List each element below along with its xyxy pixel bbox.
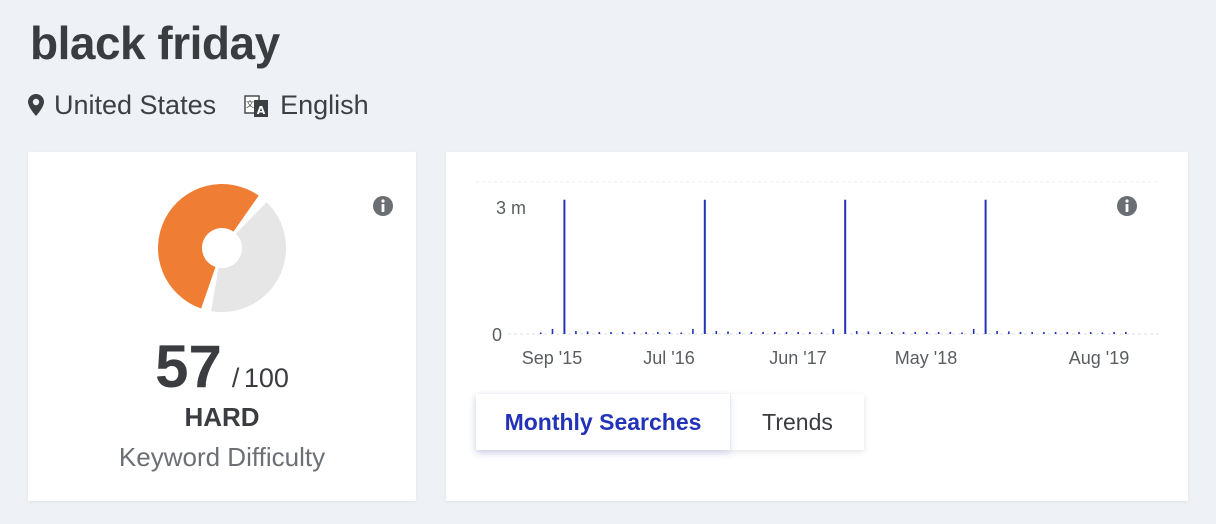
chart-bar[interactable]: [926, 331, 928, 334]
chart-bar[interactable]: [1089, 331, 1092, 334]
chart-bar[interactable]: [937, 331, 940, 334]
info-icon[interactable]: [372, 195, 394, 222]
location-indicator: United States: [28, 90, 216, 121]
x-tick-label: May '18: [895, 348, 957, 368]
chart-bar[interactable]: [586, 331, 589, 334]
location-text: United States: [54, 90, 217, 120]
chart-bar[interactable]: [621, 331, 624, 334]
chart-bar[interactable]: [1125, 331, 1127, 334]
keyword-title: black friday: [30, 17, 280, 69]
chart-bar[interactable]: [738, 331, 741, 334]
keyword-meta: United States A 文 English: [28, 90, 397, 121]
chart-bar[interactable]: [1031, 331, 1033, 334]
difficulty-donut-chart: [157, 184, 286, 312]
difficulty-level: HARD: [184, 402, 260, 432]
chart-bar[interactable]: [551, 328, 554, 334]
chart-tabs: Monthly Searches Trends: [476, 394, 864, 450]
chart-bar[interactable]: [668, 331, 671, 334]
chart-bar[interactable]: [692, 328, 694, 334]
chart-bar[interactable]: [750, 331, 753, 334]
chart-bar[interactable]: [996, 330, 998, 334]
translate-icon: A 文: [244, 93, 270, 119]
y-tick-label: 0: [492, 325, 502, 345]
keyword-difficulty-card: 57 / 100 HARD Keyword Difficulty: [28, 152, 416, 501]
chart-bar[interactable]: [1054, 331, 1057, 334]
chart-bar[interactable]: [949, 331, 952, 334]
language-indicator: A 文 English: [244, 90, 369, 121]
chart-bar[interactable]: [1101, 332, 1104, 335]
chart-bar[interactable]: [610, 331, 612, 334]
chart-bar[interactable]: [575, 330, 577, 334]
difficulty-donut-filled-segment: [157, 184, 259, 309]
map-pin-icon: [28, 93, 44, 118]
chart-bar[interactable]: [598, 331, 601, 334]
chart-bar[interactable]: [844, 199, 847, 334]
x-tick-label: Aug '19: [1069, 348, 1130, 368]
tab-monthly-searches[interactable]: Monthly Searches: [476, 394, 730, 450]
chart-bar[interactable]: [785, 331, 788, 334]
chart-bar[interactable]: [633, 331, 636, 334]
chart-bar[interactable]: [914, 331, 916, 334]
chart-bar[interactable]: [540, 332, 542, 335]
chart-bar[interactable]: [703, 199, 706, 334]
chart-bar[interactable]: [727, 331, 729, 334]
info-icon[interactable]: [1116, 195, 1138, 222]
difficulty-separator: /: [231, 363, 240, 393]
chart-bar[interactable]: [1043, 331, 1045, 334]
chart-bar[interactable]: [902, 331, 905, 334]
language-text: English: [280, 90, 369, 120]
chart-bar[interactable]: [1019, 331, 1022, 334]
chart-bar[interactable]: [1078, 331, 1080, 334]
chart-bar[interactable]: [832, 328, 835, 334]
chart-bar[interactable]: [715, 330, 718, 334]
difficulty-value: 57: [155, 333, 222, 400]
x-tick-label: Jun '17: [769, 348, 826, 368]
chart-bar[interactable]: [855, 330, 858, 334]
difficulty-max: 100: [243, 363, 289, 393]
chart-bar[interactable]: [657, 331, 659, 334]
chart-bar[interactable]: [563, 199, 566, 334]
x-tick-label: Jul '16: [643, 348, 694, 368]
difficulty-score: 57 / 100: [28, 332, 416, 401]
chart-bar[interactable]: [1113, 331, 1115, 334]
chart-bar[interactable]: [879, 331, 881, 334]
chart-bar[interactable]: [820, 332, 823, 335]
svg-text:文: 文: [246, 99, 254, 109]
x-tick-label: Sep '15: [522, 348, 583, 368]
difficulty-donut-empty-segment: [211, 202, 286, 312]
chart-bar[interactable]: [809, 331, 811, 334]
y-tick-label: 3 m: [496, 198, 526, 218]
chart-bar[interactable]: [891, 331, 893, 334]
chart-bar[interactable]: [1066, 331, 1069, 334]
chart-bar[interactable]: [774, 331, 776, 334]
monthly-searches-chart: 3 m 0 Sep '15 Jul '16 Jun '17 May '18 Au…: [476, 181, 1158, 368]
chart-bar[interactable]: [680, 332, 682, 335]
chart-bar[interactable]: [762, 331, 764, 334]
chart-bar[interactable]: [972, 328, 975, 334]
chart-bar[interactable]: [645, 331, 647, 334]
chart-bar[interactable]: [961, 332, 963, 335]
difficulty-label: Keyword Difficulty: [118, 442, 326, 472]
chart-bar[interactable]: [867, 331, 870, 334]
chart-bars: [540, 199, 1127, 335]
svg-text:A: A: [257, 104, 266, 117]
tab-trends[interactable]: Trends: [730, 394, 864, 450]
search-volume-card: 3 m 0 Sep '15 Jul '16 Jun '17 May '18 Au…: [446, 152, 1188, 501]
chart-bar[interactable]: [797, 331, 799, 334]
chart-bar[interactable]: [1008, 331, 1010, 334]
chart-bar[interactable]: [984, 199, 987, 334]
